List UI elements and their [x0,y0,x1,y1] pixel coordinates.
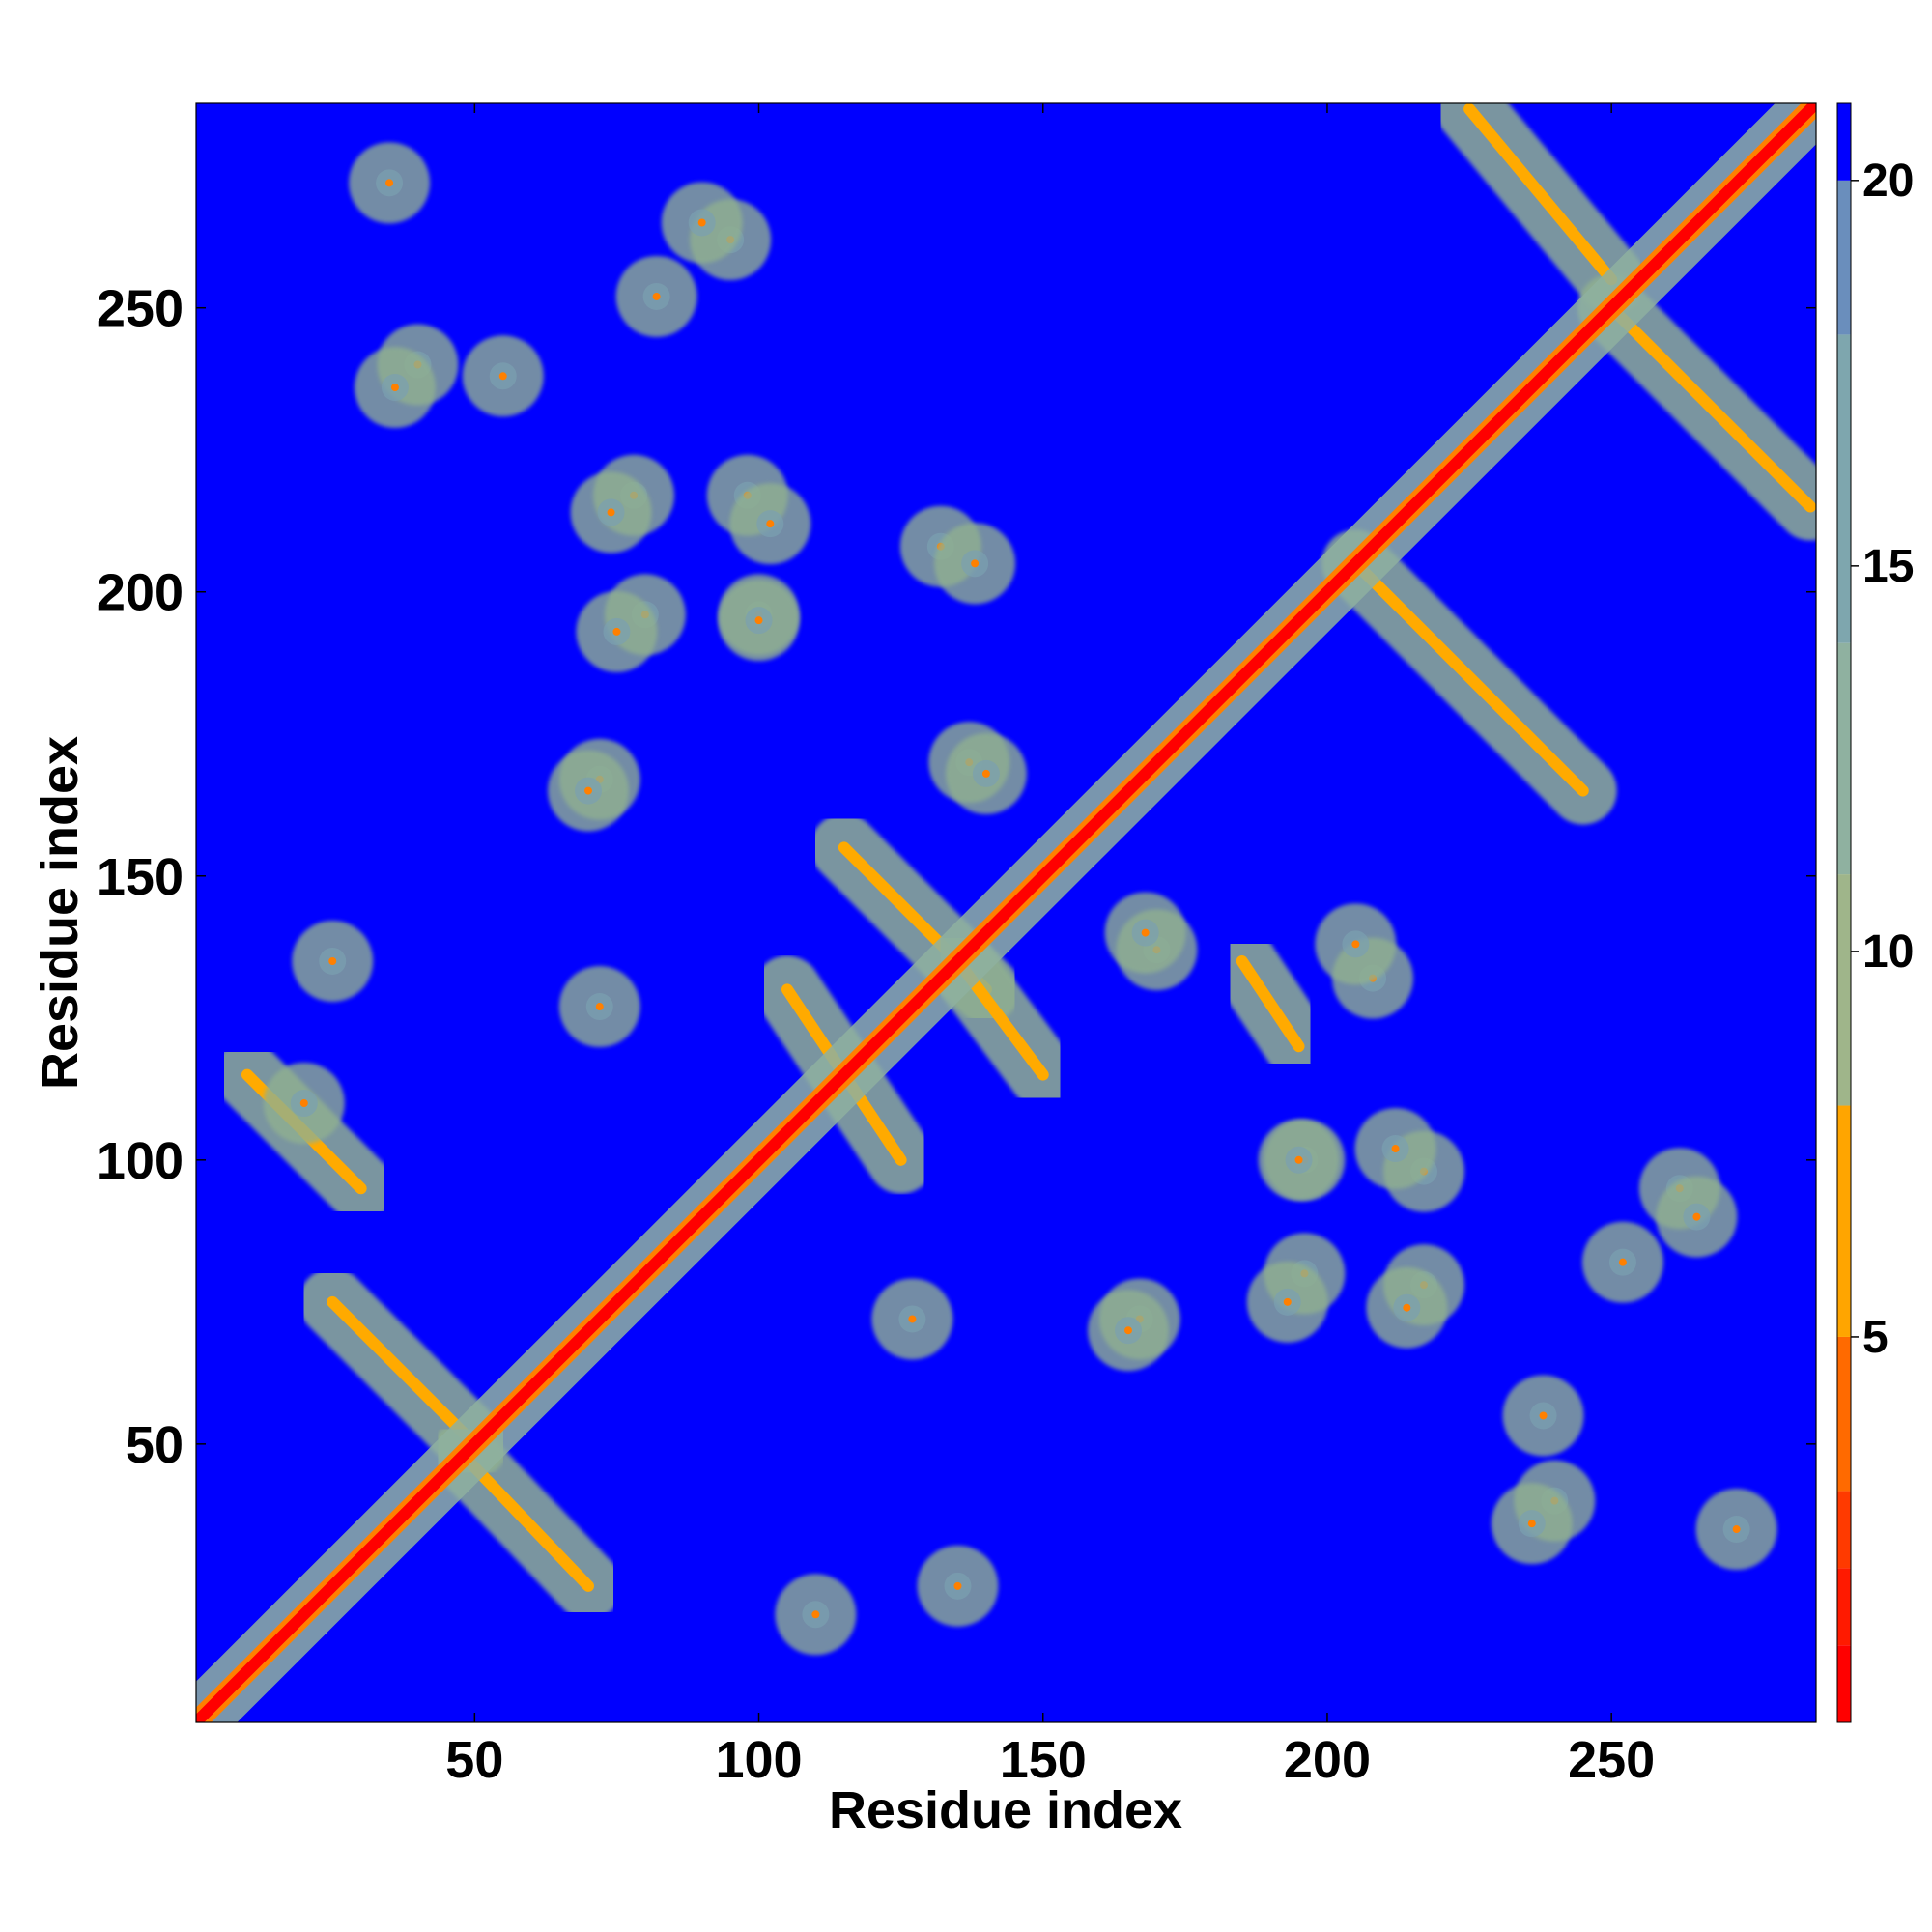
colorbar-tick-label: 5 [1862,1312,1889,1363]
contact-cluster-point [1732,1525,1741,1534]
contact-cluster-point [971,559,980,568]
colorbar-segment [1837,874,1851,1106]
contact-cluster-point [612,627,621,636]
contact-cluster-point [1124,1326,1133,1335]
heatmap-plot-area [195,102,1817,1723]
contact-cluster-point [1391,1145,1400,1153]
plot-frame [195,102,1817,1723]
contact-cluster-point [607,508,615,517]
contact-cluster-point [595,1003,604,1011]
contact-cluster-point [697,218,706,227]
y-axis: 50 100 150 200 250 [97,280,1816,1474]
main-diagonal-core [196,103,1816,1722]
colorbar-frame [1836,102,1852,1723]
colorbar-segment [1837,1105,1851,1337]
contact-cluster-point [1351,940,1360,949]
colorbar-segment [1837,1568,1851,1646]
contact-cluster-point [811,1610,820,1619]
contact-cluster-point [390,384,399,392]
heatmap-cells [196,103,1816,1722]
x-tick-label: 100 [715,1731,802,1789]
colorbar-segment [1837,334,1851,643]
y-tick-label: 150 [97,848,184,906]
contact-cluster-point [953,1581,962,1590]
contact-cluster-point [908,1315,917,1323]
contact-band-core [1463,103,1618,286]
contact-band-core [457,1449,595,1592]
contact-cluster-point [328,956,337,965]
contact-cluster-point [1294,1155,1303,1164]
contact-band-core [1236,954,1305,1053]
contact-cluster-point [299,1099,308,1108]
contact-cluster-point [1283,1297,1292,1306]
contact-cluster-point [981,769,990,778]
colorbar-segment [1837,642,1851,875]
contact-band-core [1605,301,1816,513]
x-axis: 50 100 150 200 250 [445,103,1655,1789]
contact-cluster-point [1618,1258,1627,1266]
y-axis-title: Residue index [31,736,89,1090]
colorbar-tick-label: 15 [1862,541,1914,592]
contact-cluster-point [1692,1212,1701,1221]
contact-cluster-point [766,520,775,528]
contact-cluster-point [1539,1411,1548,1420]
contact-cluster-point [498,372,507,381]
contact-cluster-point [385,179,394,187]
colorbar-tick-label: 20 [1862,156,1914,207]
contact-band-core [327,1295,481,1450]
contact-cluster-point [1527,1520,1536,1528]
colorbar-segment [1837,1491,1851,1569]
colorbar-segment [1837,1336,1851,1492]
colorbar-segment [1837,1645,1851,1722]
contact-band-core [1350,557,1589,797]
colorbar-segment [1837,180,1851,335]
y-tick-label: 100 [97,1132,184,1190]
colorbar-tick-label: 10 [1862,926,1914,978]
colorbar: 5 10 15 20 [1836,102,1914,1723]
x-tick-label: 150 [1000,1731,1087,1789]
x-tick-label: 250 [1568,1731,1655,1789]
x-tick-label: 50 [445,1731,503,1789]
y-tick-label: 200 [97,564,184,622]
colorbar-segment [1837,103,1851,181]
x-axis-title: Residue index [829,1781,1182,1839]
contact-cluster-point [584,786,593,795]
contact-cluster-point [652,292,661,300]
x-tick-label: 200 [1284,1731,1371,1789]
contact-cluster-point [1141,928,1150,937]
y-tick-label: 50 [126,1416,184,1474]
contact-cluster-point [754,616,763,625]
y-tick-label: 250 [97,280,184,338]
contact-cluster-point [1403,1303,1411,1312]
